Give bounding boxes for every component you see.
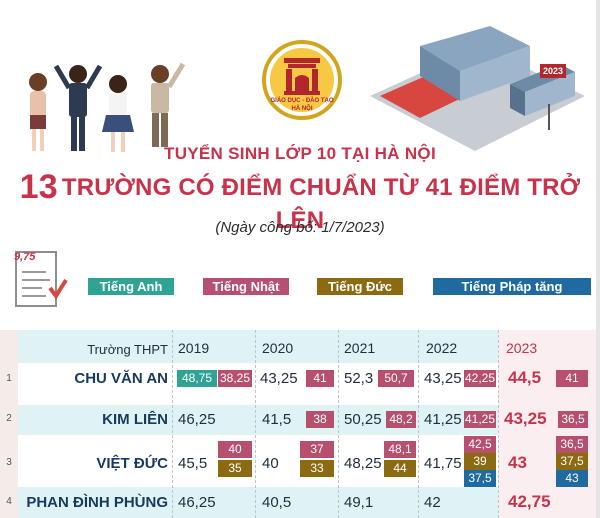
score-tag-japanese: 36,5 xyxy=(556,436,588,453)
score-tag-japanese: 48,2 xyxy=(386,411,416,428)
divider xyxy=(255,330,256,518)
score-tag-german: 35 xyxy=(218,460,252,477)
legend-french: Tiếng Pháp tăng cường xyxy=(433,278,591,311)
scrollbar[interactable] xyxy=(596,0,600,518)
row-number: 2 xyxy=(6,413,12,424)
school-building-illustration xyxy=(370,26,585,151)
year-header-2021: 2021 xyxy=(344,340,376,356)
score-tag-japanese: 38 xyxy=(306,411,334,428)
title-text: TRƯỜNG CÓ ĐIỂM CHUẨN TỪ 41 ĐIỂM TRỞ LÊN xyxy=(61,174,581,234)
score-value: 46,25 xyxy=(178,411,216,428)
legend-german: Tiếng Đức xyxy=(317,278,403,295)
row-number: 4 xyxy=(6,496,12,507)
score-value-2023: 44,5 xyxy=(508,368,542,387)
divider xyxy=(418,330,419,518)
score-value: 48,25 xyxy=(344,455,382,472)
score-value: 45,5 xyxy=(178,455,208,472)
year-header-2022: 2022 xyxy=(426,340,458,356)
score-value-2023: 43,25 xyxy=(504,409,547,428)
score-value-2023: 42,75 xyxy=(508,492,551,511)
legend-japanese: Tiếng Nhật xyxy=(203,278,289,295)
doc-score: 9,75 xyxy=(14,251,36,263)
score-tag-french: 43 xyxy=(556,470,588,487)
score-tag-japanese: 42,5 xyxy=(464,436,496,453)
logo-text-bottom: HÀ NỘI xyxy=(291,106,313,112)
score-tag-german: 37,5 xyxy=(556,453,588,470)
year-sign: 2023 xyxy=(540,64,566,78)
score-value: 43,25 xyxy=(260,370,298,387)
score-value-2023: 43 xyxy=(508,453,527,472)
score-value: 41,25 xyxy=(424,411,462,428)
logo-text-top: GIÁO DỤC - ĐÀO TẠO xyxy=(270,98,334,104)
title-line-1: TUYỂN SINH LỚP 10 TẠI HÀ NỘI xyxy=(164,144,436,163)
row-number-strip xyxy=(0,330,18,518)
score-value: 50,25 xyxy=(344,411,382,428)
school-name: KIM LIÊN xyxy=(102,411,168,428)
divider xyxy=(498,330,499,518)
score-value: 49,1 xyxy=(344,494,374,511)
score-value: 41,5 xyxy=(262,411,292,428)
score-value: 40,5 xyxy=(262,494,292,511)
year-header-2020: 2020 xyxy=(262,340,294,356)
score-value: 43,25 xyxy=(424,370,462,387)
score-value: 52,3 xyxy=(344,370,374,387)
score-value: 46,25 xyxy=(178,494,216,511)
score-value: 41,75 xyxy=(424,455,462,472)
score-tag-japanese: 50,7 xyxy=(378,370,414,387)
legend-english: Tiếng Anh xyxy=(88,278,174,295)
score-tag-german: 44 xyxy=(384,460,416,477)
score-value: 42 xyxy=(424,494,441,511)
score-tag-japanese: 36,5 xyxy=(558,411,588,428)
title-number: 13 xyxy=(19,168,58,206)
school-name: PHAN ĐÌNH PHÙNG xyxy=(26,494,168,511)
score-tag-japanese: 41 xyxy=(306,370,334,387)
score-tag-japanese: 48,1 xyxy=(384,441,416,458)
score-tag-japanese: 42,25 xyxy=(464,370,496,387)
divider xyxy=(338,330,339,518)
score-tag-german: 39 xyxy=(464,453,496,470)
row-number: 3 xyxy=(6,457,12,468)
score-tag-japanese: 37 xyxy=(300,441,334,458)
divider xyxy=(172,330,173,518)
score-tag-french: 37,5 xyxy=(464,470,496,487)
score-document-icon xyxy=(15,251,68,307)
score-tag-japanese: 41 xyxy=(556,370,588,387)
school-name: CHU VĂN AN xyxy=(74,370,168,387)
year-header-2019: 2019 xyxy=(178,340,210,356)
school-name: VIỆT ĐỨC xyxy=(96,455,168,472)
score-tag-german: 33 xyxy=(300,460,334,477)
score-tag-japanese: 40 xyxy=(218,441,252,458)
students-illustration xyxy=(29,62,186,152)
score-tag-japanese: 38,25 xyxy=(218,370,252,387)
title-line-2: 13 TRƯỜNG CÓ ĐIỂM CHUẨN TỪ 41 ĐIỂM TRỞ LÊ… xyxy=(0,168,600,235)
score-value: 40 xyxy=(262,455,279,472)
school-column-header: Trường THPT xyxy=(87,342,168,357)
year-header-2023: 2023 xyxy=(506,340,538,356)
score-tag-english: 48,75 xyxy=(177,370,217,387)
row-number: 1 xyxy=(6,373,12,384)
score-tag-japanese: 41,25 xyxy=(464,411,496,428)
hanoi-education-logo xyxy=(262,40,342,120)
publish-date: (Ngày công bố: 1/7/2023) xyxy=(215,219,385,236)
